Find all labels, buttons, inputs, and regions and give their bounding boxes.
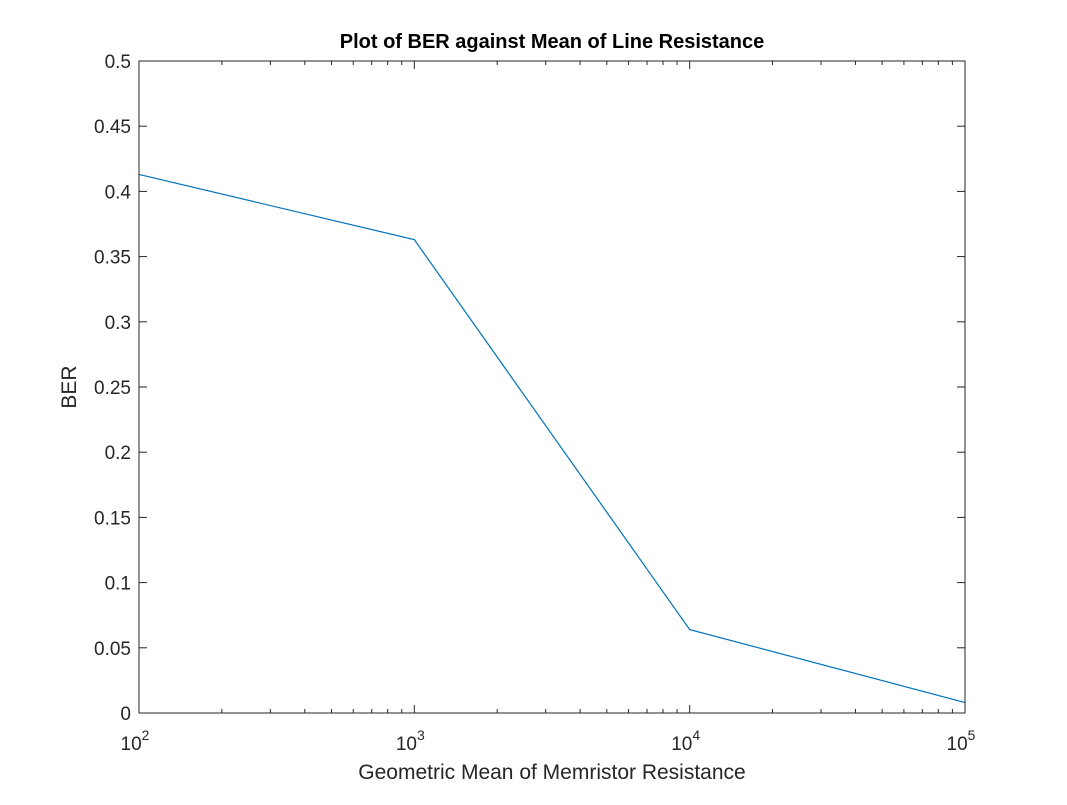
y-tick-label: 0.5 (105, 52, 131, 73)
x-tick-exponent: 5 (968, 727, 976, 743)
y-tick-label: 0.05 (94, 639, 131, 660)
x-tick-label: 105 (947, 727, 976, 755)
x-axis-label: Geometric Mean of Memristor Resistance (358, 761, 745, 784)
y-tick-label: 0.4 (105, 182, 132, 203)
data-point (413, 239, 415, 241)
y-tick-label: 0.45 (94, 117, 131, 138)
y-tick-label: 0.2 (105, 443, 131, 464)
y-tick-label: 0.3 (105, 313, 131, 334)
series-line (138, 173, 966, 704)
x-tick-label: 102 (121, 727, 150, 755)
y-tick-label: 0.25 (94, 378, 131, 399)
x-tick-exponent: 4 (692, 727, 700, 743)
y-tick-label: 0 (120, 704, 131, 725)
y-axis-label: BER (58, 365, 81, 408)
y-tick-label: 0.15 (94, 508, 131, 529)
chart-title: Plot of BER against Mean of Line Resista… (340, 31, 765, 53)
x-tick-base: 10 (947, 734, 968, 755)
x-tick-label: 104 (671, 727, 700, 755)
y-tick-label: 0.35 (94, 248, 131, 269)
x-tick-base: 10 (121, 734, 142, 755)
data-point (689, 628, 691, 631)
x-tick-base: 10 (396, 734, 417, 755)
x-tick-exponent: 3 (417, 727, 425, 743)
plot-area (139, 61, 965, 713)
axes-box (138, 60, 966, 714)
y-tick-label: 0.1 (105, 574, 131, 595)
x-tick-base: 10 (671, 734, 692, 755)
x-tick-label: 103 (396, 727, 425, 755)
x-tick-exponent: 2 (142, 727, 150, 743)
